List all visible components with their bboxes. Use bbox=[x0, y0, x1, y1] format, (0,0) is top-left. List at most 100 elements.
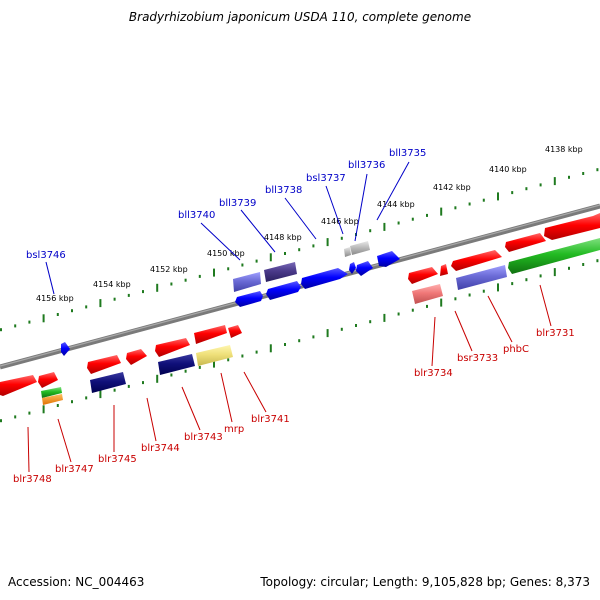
gene-arrow-blr3741[interactable] bbox=[194, 325, 227, 344]
gene-arrow-bsl3746[interactable] bbox=[61, 342, 70, 356]
leader-line bbox=[487, 295, 513, 343]
gene-arrow-blr3747-green[interactable] bbox=[41, 387, 62, 398]
top-leader-lines bbox=[45, 161, 410, 295]
gene-arrow-blr3734[interactable] bbox=[412, 284, 443, 304]
scale-tick-dot bbox=[71, 309, 73, 313]
leader-line bbox=[146, 397, 157, 442]
gene-label-blr3744[interactable]: blr3744 bbox=[141, 443, 180, 454]
leader-line bbox=[240, 209, 276, 253]
gene-arrow-bll3738[interactable] bbox=[301, 268, 348, 289]
gene-arrow-gray[interactable] bbox=[350, 241, 370, 255]
gene-arrow-bll3739[interactable] bbox=[266, 281, 301, 300]
scale-label: 4146 kbp bbox=[321, 217, 359, 226]
gene-arrow-blr3744[interactable] bbox=[126, 349, 147, 365]
gene-arrow-blr3745[interactable] bbox=[90, 372, 126, 393]
gene-label-bll3736[interactable]: bll3736 bbox=[348, 160, 385, 171]
scale-tick-dot bbox=[255, 350, 258, 354]
gene-arrow-mrp[interactable] bbox=[196, 345, 233, 366]
scale-tick-dot bbox=[127, 293, 130, 297]
scale-tick-dot bbox=[582, 172, 585, 175]
bottom-gene-features bbox=[0, 213, 600, 405]
gene-label-blr3741[interactable]: blr3741 bbox=[251, 414, 290, 425]
scale-tick-major bbox=[42, 314, 45, 323]
gene-arrow-bll3736[interactable] bbox=[356, 261, 373, 276]
leader-line bbox=[431, 316, 436, 367]
scale-tick-major bbox=[383, 313, 386, 322]
gene-arrow-bll3739-navy[interactable] bbox=[264, 262, 297, 282]
scale-tick-dot bbox=[198, 274, 201, 278]
scale-tick-dot bbox=[298, 248, 301, 252]
gene-arrow-blr3734-red[interactable] bbox=[408, 267, 438, 284]
scale-tick-dot bbox=[369, 229, 372, 233]
gene-label-bll3739[interactable]: bll3739 bbox=[219, 198, 256, 209]
bottom-gene-labels: blr3731 phbC bsr3733 blr3734 blr3741 mrp… bbox=[13, 328, 575, 485]
leader-line bbox=[325, 185, 344, 235]
gene-arrow-blr3731-red[interactable] bbox=[544, 213, 600, 240]
gene-arrow-bll3740[interactable] bbox=[235, 291, 263, 307]
scale-tick-dot bbox=[127, 384, 130, 388]
scale-tick-dot bbox=[468, 293, 471, 297]
scale-tick-dot bbox=[241, 354, 244, 358]
scale-tick-dot bbox=[85, 396, 88, 400]
gene-arrow-blr3741-red[interactable] bbox=[228, 325, 242, 338]
gene-label-bll3740[interactable]: bll3740 bbox=[178, 210, 215, 221]
gene-label-blr3731[interactable]: blr3731 bbox=[536, 328, 575, 339]
scale-tick-dot bbox=[482, 289, 485, 293]
gene-arrow-phbC[interactable] bbox=[456, 265, 507, 290]
scale-tick-dot bbox=[184, 278, 187, 282]
gene-label-bll3735[interactable]: bll3735 bbox=[389, 148, 426, 159]
gene-arrow-bll3740-purple[interactable] bbox=[233, 272, 261, 292]
scale-tick-dot bbox=[312, 335, 315, 339]
gene-arrow-bsl3737[interactable] bbox=[349, 262, 356, 274]
gene-label-blr3743[interactable]: blr3743 bbox=[184, 432, 223, 443]
gene-arrow-bll3735[interactable] bbox=[377, 251, 400, 267]
scale-tick-dot bbox=[511, 282, 514, 286]
gene-label-blr3745[interactable]: blr3745 bbox=[98, 454, 137, 465]
gene-label-blr3747[interactable]: blr3747 bbox=[55, 464, 94, 475]
scale-tick-dot bbox=[411, 217, 414, 221]
gene-label-bsl3746[interactable]: bsl3746 bbox=[26, 250, 66, 261]
scale-tick-major bbox=[99, 299, 102, 308]
scale-tick-dot bbox=[312, 244, 315, 248]
gene-arrow-blr3731[interactable] bbox=[508, 238, 600, 274]
scale-tick-dot bbox=[0, 328, 2, 332]
gene-arrow-blr3747-orange[interactable] bbox=[42, 394, 63, 405]
gene-arrow-blr3745-red[interactable] bbox=[87, 355, 121, 374]
leader-line bbox=[200, 222, 241, 261]
gene-label-bsr3733[interactable]: bsr3733 bbox=[457, 353, 498, 364]
leader-line bbox=[45, 261, 55, 295]
gene-label-mrp[interactable]: mrp bbox=[224, 424, 244, 435]
gene-arrow-blr3743[interactable] bbox=[158, 354, 195, 375]
gene-label-bll3738[interactable]: bll3738 bbox=[265, 185, 302, 196]
scale-tick-dot bbox=[198, 365, 201, 369]
leader-line bbox=[354, 173, 368, 242]
scale-tick-major bbox=[497, 192, 499, 201]
gene-label-phbC[interactable]: phbC bbox=[503, 344, 529, 355]
gene-label-blr3734[interactable]: blr3734 bbox=[414, 368, 453, 379]
leader-line bbox=[454, 310, 473, 352]
scale-tick-dot bbox=[113, 297, 116, 301]
gene-arrow-bsr3733[interactable] bbox=[451, 250, 502, 271]
scale-tick-dot bbox=[369, 320, 372, 324]
gene-arrow-phbC-red[interactable] bbox=[505, 233, 546, 252]
scale-label: 4156 kbp bbox=[36, 294, 74, 303]
gene-label-blr3748[interactable]: blr3748 bbox=[13, 474, 52, 485]
scale-tick-dot bbox=[0, 419, 2, 423]
gene-arrow-blr3734-small[interactable] bbox=[440, 264, 448, 276]
scale-tick-major bbox=[156, 283, 159, 292]
scale-tick-major bbox=[269, 253, 272, 262]
accession-text: Accession: NC_004463 bbox=[8, 575, 145, 589]
gene-label-bsl3737[interactable]: bsl3737 bbox=[306, 173, 346, 184]
gene-arrow-gray-small[interactable] bbox=[344, 247, 351, 257]
scale-tick-dot bbox=[56, 404, 59, 407]
gene-arrow-blr3747-red[interactable] bbox=[38, 372, 58, 388]
gene-arrow-blr3748[interactable] bbox=[0, 375, 37, 396]
scale-tick-dot bbox=[454, 297, 457, 301]
scale-tick-dot bbox=[596, 168, 599, 172]
leader-line bbox=[243, 371, 267, 413]
gene-arrow-blr3743-red[interactable] bbox=[155, 338, 190, 357]
scale-tick-dot bbox=[596, 259, 599, 263]
top-gene-labels: bll3735 bll3736 bsl3737 bll3738 bll3739 … bbox=[26, 148, 426, 261]
scale-label: 4140 kbp bbox=[489, 165, 527, 174]
